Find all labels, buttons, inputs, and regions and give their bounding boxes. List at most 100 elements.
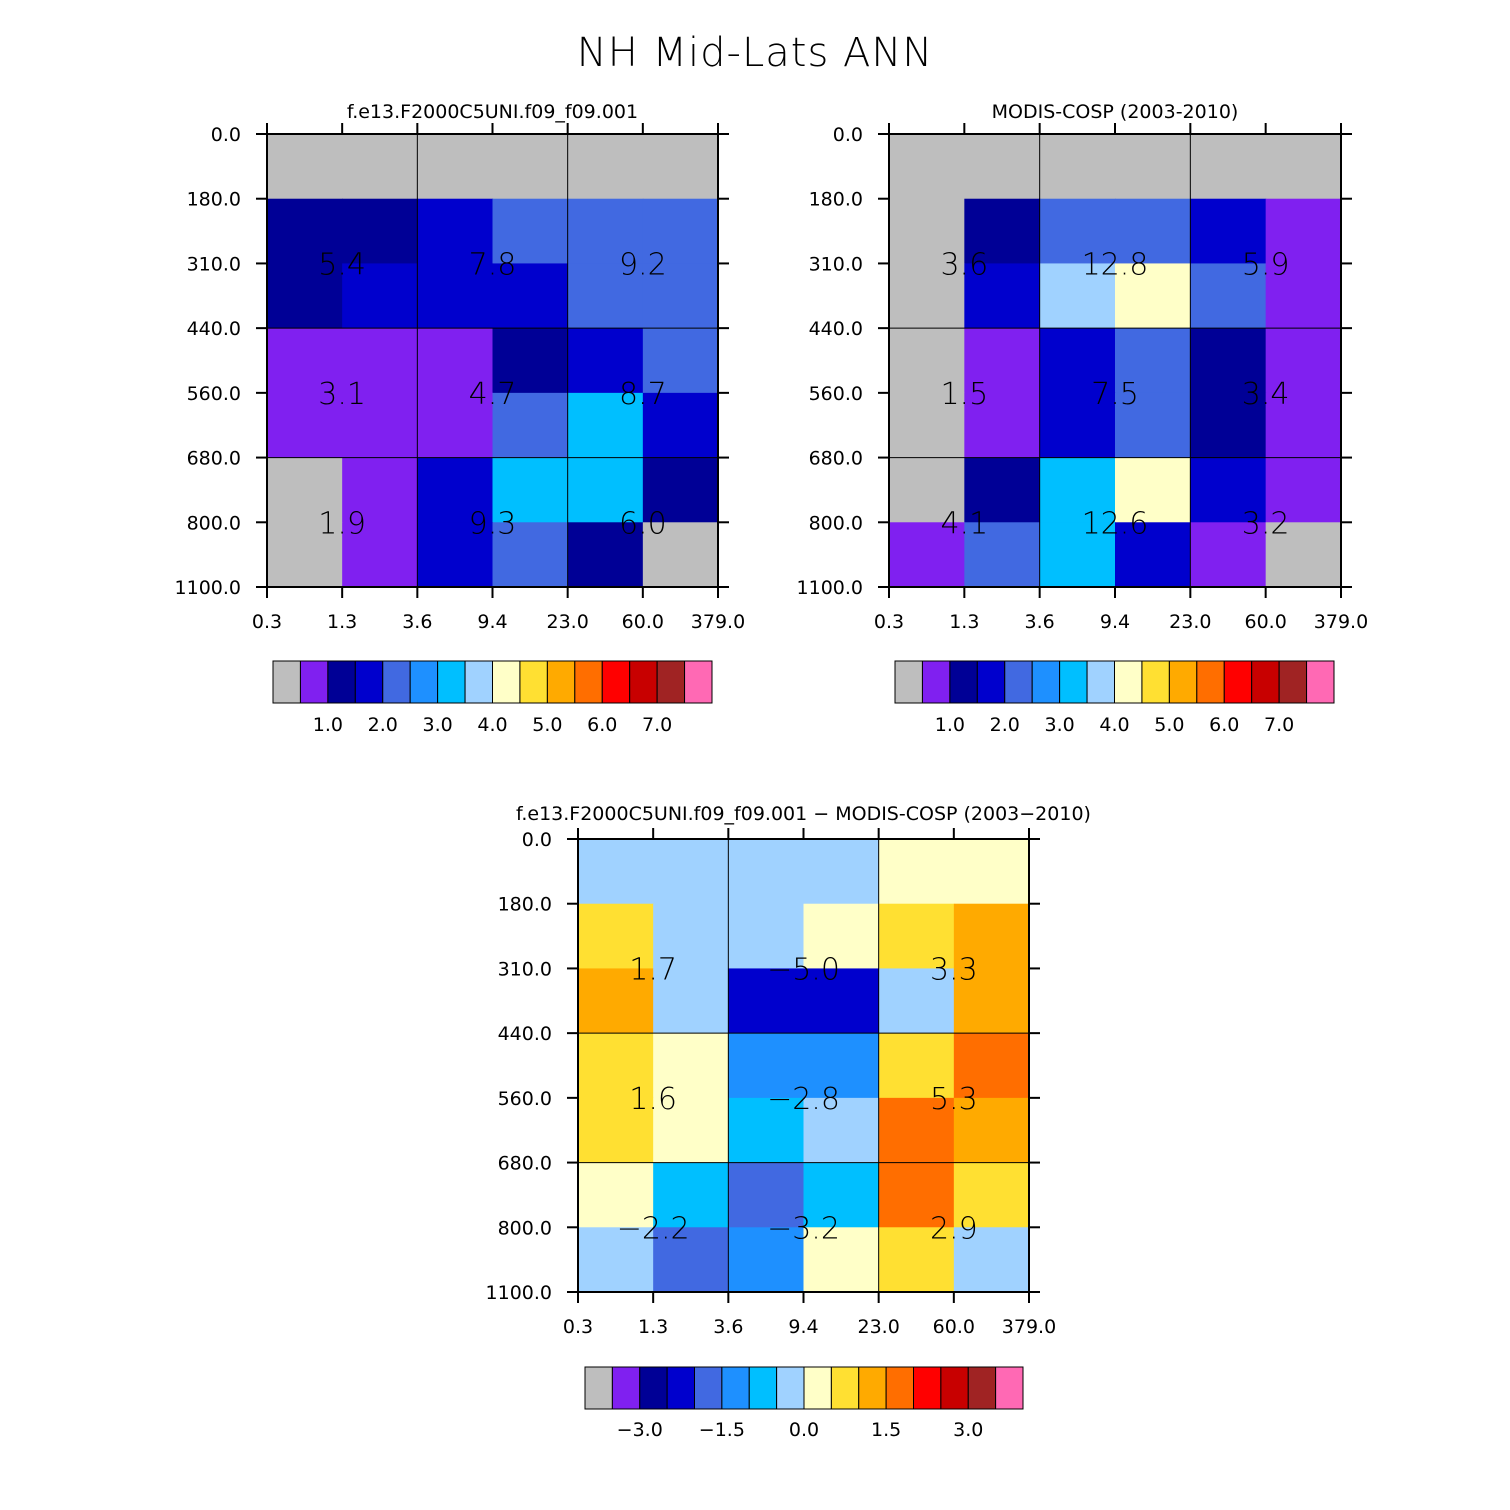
model-colorbar-swatch xyxy=(684,660,713,704)
diff-cell xyxy=(728,839,805,905)
model-cell xyxy=(417,263,494,329)
diff-colorbar-swatch xyxy=(995,1366,1024,1410)
diff-cell xyxy=(653,1162,729,1228)
obs-cell xyxy=(1039,522,1116,588)
obs-cell xyxy=(964,328,1041,394)
model-colorbar-swatch xyxy=(382,660,411,704)
diff-cell xyxy=(728,903,805,970)
obs-cell xyxy=(889,263,965,329)
diff-colorbar-swatch xyxy=(885,1366,914,1410)
diff-colorbar-swatch xyxy=(639,1366,668,1410)
obs-cell xyxy=(964,134,1041,200)
diff-x-tick-label: 23.0 xyxy=(858,1316,900,1338)
diff-cell xyxy=(803,903,880,970)
model-cell xyxy=(342,392,418,459)
diff-cell xyxy=(653,839,729,905)
model-colorbar-swatch xyxy=(492,660,521,704)
model-cell xyxy=(642,457,719,523)
obs-block-total: 12.6 xyxy=(1082,506,1149,541)
model-block-total: 1.9 xyxy=(318,506,366,541)
model-y-tick-label: 560.0 xyxy=(187,383,241,405)
diff-x-tick-label: 3.6 xyxy=(713,1316,743,1338)
model-cell xyxy=(642,198,719,265)
model-block-total: 4.7 xyxy=(469,377,517,412)
model-cell xyxy=(567,198,644,265)
model-cell xyxy=(567,392,644,459)
diff-cell xyxy=(953,839,1030,905)
model-colorbar-swatch xyxy=(409,660,439,704)
obs-x-tick-label: 9.4 xyxy=(1100,611,1130,633)
obs-cell xyxy=(889,457,965,523)
diff-cell xyxy=(953,1162,1030,1228)
diff-cell xyxy=(803,1227,880,1293)
model-cell xyxy=(642,392,719,459)
model-y-tick-label: 680.0 xyxy=(187,448,241,470)
diff-y-tick-label: 180.0 xyxy=(498,894,552,916)
model-colorbar-swatch xyxy=(601,660,631,704)
diff-colorbar-swatch xyxy=(830,1366,860,1410)
model-cell xyxy=(492,392,569,459)
obs-cell xyxy=(1265,522,1342,588)
diff-x-tick-label: 1.3 xyxy=(638,1316,668,1338)
model-cell xyxy=(492,263,569,329)
obs-cell xyxy=(1265,392,1342,459)
diff-cell xyxy=(653,1097,729,1164)
diff-colorbar-swatch xyxy=(913,1366,942,1410)
model-colorbar-label: 6.0 xyxy=(587,714,617,736)
obs-colorbar-swatch xyxy=(1004,660,1033,704)
diff-cell xyxy=(578,839,654,905)
obs-colorbar-label: 5.0 xyxy=(1154,714,1184,736)
model-cell xyxy=(492,328,569,394)
diff-x-tick-label: 379.0 xyxy=(1002,1316,1056,1338)
model-colorbar-label: 5.0 xyxy=(532,714,562,736)
obs-cell xyxy=(964,522,1041,588)
diff-y-tick-label: 560.0 xyxy=(498,1088,552,1110)
obs-cell xyxy=(1190,263,1267,329)
diff-cell xyxy=(803,1033,880,1099)
model-title: f.e13.F2000C5UNI.f09_f09.001 xyxy=(347,101,638,123)
diff-cell xyxy=(878,839,955,905)
model-x-tick-label: 23.0 xyxy=(547,611,589,633)
obs-block-total: 5.9 xyxy=(1242,247,1290,282)
model-cell xyxy=(567,263,644,329)
model-y-tick-label: 440.0 xyxy=(187,318,241,340)
obs-cell xyxy=(1190,522,1267,588)
obs-block-total: 3.6 xyxy=(940,247,988,282)
model-block-total: 6.0 xyxy=(619,506,667,541)
obs-x-tick-label: 379.0 xyxy=(1314,611,1368,633)
diff-cell xyxy=(953,1227,1030,1293)
obs-cell xyxy=(1190,134,1267,200)
model-cell xyxy=(567,328,644,394)
model-cell xyxy=(267,392,343,459)
diff-cell xyxy=(878,968,955,1034)
model-cell xyxy=(567,457,644,523)
model-cell xyxy=(267,328,343,394)
model-colorbar-swatch xyxy=(272,660,301,704)
model-cell xyxy=(417,392,494,459)
diff-y-tick-label: 310.0 xyxy=(498,958,552,980)
obs-colorbar-swatch xyxy=(949,660,978,704)
diff-cell xyxy=(653,903,729,970)
model-colorbar-label: 3.0 xyxy=(423,714,453,736)
diff-cell xyxy=(803,1097,880,1164)
model-block-total: 9.3 xyxy=(469,506,517,541)
obs-y-tick-label: 560.0 xyxy=(809,383,863,405)
obs-x-tick-label: 1.3 xyxy=(949,611,979,633)
obs-title: MODIS-COSP (2003-2010) xyxy=(992,101,1239,123)
model-colorbar-swatch xyxy=(629,660,658,704)
diff-cell xyxy=(578,1097,654,1164)
obs-colorbar-swatch xyxy=(1114,660,1143,704)
obs-y-tick-label: 180.0 xyxy=(809,189,863,211)
obs-cell xyxy=(1039,328,1116,394)
obs-x-tick-label: 60.0 xyxy=(1245,611,1287,633)
obs-cell xyxy=(1115,198,1191,265)
figure-title: NH Mid-Lats ANN xyxy=(576,30,934,76)
obs-cell xyxy=(1115,392,1191,459)
diff-y-tick-label: 800.0 xyxy=(498,1217,552,1239)
diff-cell xyxy=(878,1033,955,1099)
diff-colorbar-swatch xyxy=(803,1366,832,1410)
obs-cell xyxy=(1039,134,1116,200)
diff-colorbar-label: −1.5 xyxy=(699,1419,745,1441)
model-colorbar-swatch xyxy=(327,660,356,704)
